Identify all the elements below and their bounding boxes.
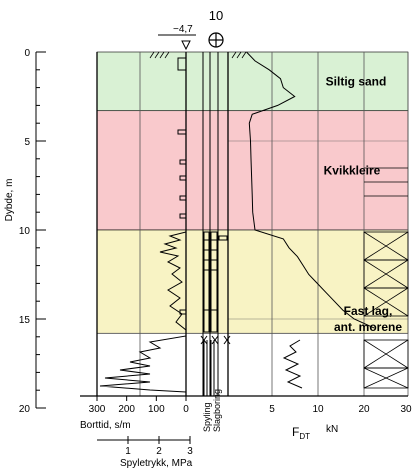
depth-tick-label: 0 — [24, 48, 30, 59]
flush-pressure-tick-label: 2 — [156, 446, 162, 457]
layer-label: Kvikkleire — [324, 163, 381, 177]
layer-label: Siltig sand — [326, 74, 387, 88]
force-axis-symbol: F — [292, 425, 299, 439]
surface-level-marker — [158, 34, 196, 51]
force-tick-label: 5 — [269, 404, 275, 415]
cross-boxes — [363, 167, 409, 389]
boring-time-profile — [99, 57, 187, 393]
force-profile-lower — [282, 339, 303, 389]
bottom-axes: 300 200 100 0 1 2 3 5 10 20 30 — [89, 396, 412, 457]
force-tick-label: 20 — [358, 404, 370, 415]
force-axis-label: FDT — [292, 425, 310, 441]
borehole-number: 10 — [209, 8, 223, 23]
flush-pressure-label: Spyletrykk, MPa — [120, 458, 193, 469]
flush-pressure-tick-label: 3 — [187, 446, 193, 457]
boring-time-tick-label: 200 — [118, 404, 135, 415]
boring-time-label: Borttid, s/m — [80, 420, 131, 431]
depth-tick-label: 20 — [19, 404, 31, 415]
surface-level: −4,7 — [173, 24, 193, 35]
force-axis-subscript: DT — [299, 432, 310, 441]
force-tick-label: 10 — [312, 404, 324, 415]
boring-time-tick-label: 0 — [183, 404, 189, 415]
spyling-label: Spyling — [202, 402, 212, 432]
force-tick-label: 30 — [400, 404, 412, 415]
force-profile-line — [246, 51, 375, 329]
slagboring-label: Slagboring — [212, 389, 222, 432]
boring-time-tick-label: 300 — [89, 404, 106, 415]
depth-tick-label: 5 — [24, 137, 30, 148]
boring-time-tick-label: 100 — [148, 404, 165, 415]
force-axis-unit: kN — [326, 424, 338, 435]
layer-label: Fast lag, — [344, 304, 393, 318]
layer-band — [96, 51, 409, 112]
depth-tick-label: 15 — [19, 315, 31, 326]
layer-label-line2: ant. morene — [334, 320, 402, 334]
x-marks — [200, 335, 231, 345]
flushing-hammering-markers — [179, 231, 228, 396]
depth-axis-label: Dybde, m — [4, 179, 15, 222]
depth-axis: 0 5 10 15 20 — [19, 48, 46, 415]
surface-hatch — [149, 51, 247, 59]
layer-labels: Siltig sand Kvikkleire Fast lag, ant. moren… — [324, 74, 403, 334]
borehole-symbol — [208, 32, 224, 48]
depth-tick-label: 10 — [19, 226, 31, 237]
flush-pressure-tick-label: 1 — [125, 446, 131, 457]
